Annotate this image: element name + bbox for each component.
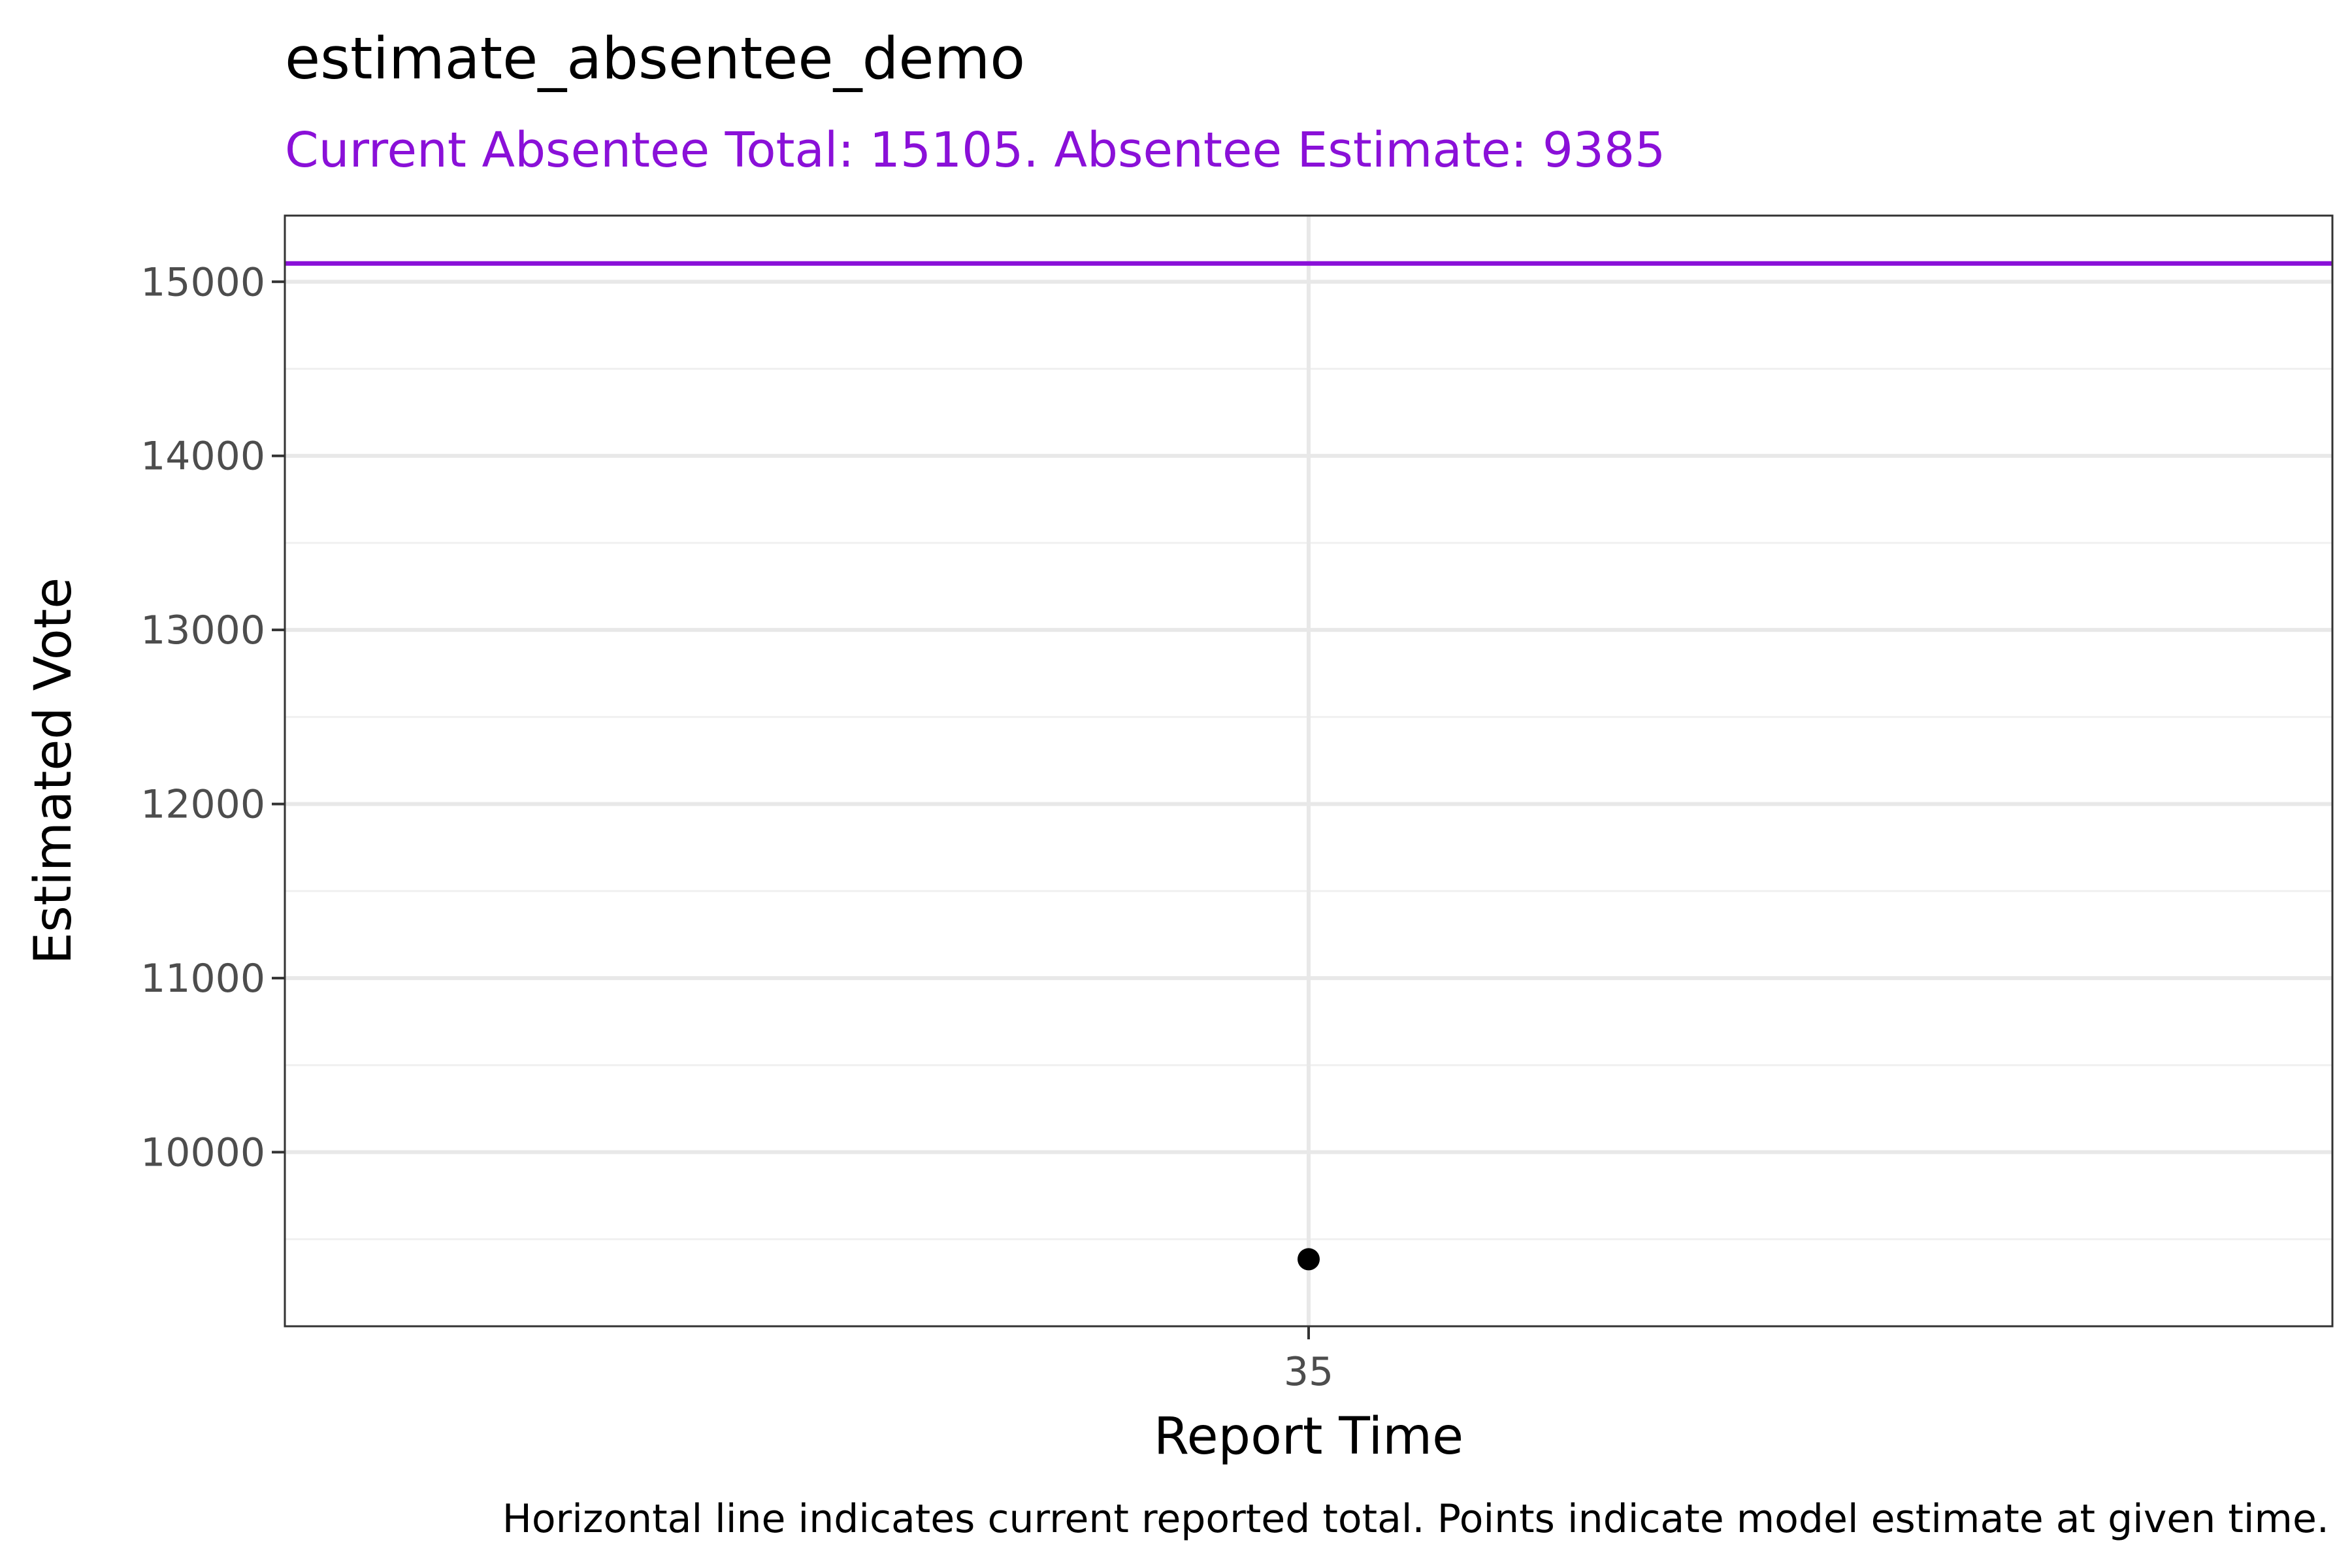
- chart-caption: Horizontal line indicates current report…: [502, 1496, 2329, 1542]
- data-point: [1298, 1248, 1320, 1271]
- y-tick-label: 10000: [140, 1130, 265, 1176]
- chart-title: estimate_absentee_demo: [285, 25, 1025, 92]
- y-tick-label: 15000: [140, 259, 265, 305]
- y-tick-label: 11000: [140, 956, 265, 1002]
- chart-subtitle: Current Absentee Total: 15105. Absentee …: [285, 122, 1665, 178]
- marks: [285, 261, 2332, 1271]
- y-tick-label: 13000: [140, 608, 265, 653]
- grid: [285, 216, 2332, 1326]
- x-tick-label: 35: [1284, 1349, 1333, 1395]
- y-axis-title: Estimated Vote: [24, 578, 83, 964]
- y-tick-label: 12000: [140, 782, 265, 828]
- y-tick-label: 14000: [140, 434, 265, 480]
- x-axis-title: Report Time: [1154, 1407, 1463, 1466]
- axes: 10000 11000 12000 13000 14000 15000 35: [140, 259, 1333, 1395]
